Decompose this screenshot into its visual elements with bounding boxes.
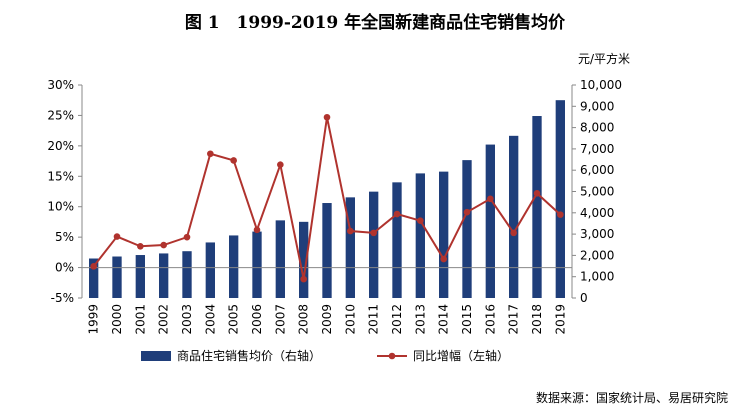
growth-point-2009 [323, 113, 331, 121]
growth-point-2012 [393, 210, 401, 218]
growth-point-2008 [300, 275, 307, 283]
bar-2004 [205, 242, 215, 298]
right-tick-label: 0 [580, 291, 588, 305]
bar-2007 [275, 220, 285, 298]
legend-line-marker [388, 352, 396, 360]
bar-2012 [392, 182, 402, 298]
growth-point-2011 [370, 229, 377, 237]
x-tick-label: 2010 [343, 304, 357, 335]
x-tick-label: 1999 [87, 304, 101, 335]
left-tick-label: 0% [55, 261, 74, 275]
x-tick-label: 2012 [390, 304, 404, 335]
bar-2014 [439, 171, 449, 298]
bar-2018 [532, 116, 542, 298]
growth-point-2007 [277, 161, 284, 169]
x-tick-label: 2009 [320, 304, 334, 335]
x-tick-label: 2007 [273, 304, 287, 335]
growth-point-2017 [510, 229, 517, 237]
x-tick-label: 2016 [483, 304, 497, 335]
bar-2000 [112, 256, 122, 298]
bar-2010 [345, 197, 355, 298]
bar-2005 [229, 235, 239, 298]
growth-point-2015 [463, 208, 471, 216]
x-tick-label: 2015 [460, 304, 474, 335]
right-tick-label: 8,000 [580, 121, 614, 135]
x-tick-label: 2019 [553, 304, 567, 335]
left-tick-label: 5% [55, 230, 74, 244]
growth-point-2001 [137, 242, 144, 250]
growth-point-2002 [160, 241, 167, 249]
bar-2001 [135, 255, 145, 298]
right-tick-label: 5,000 [580, 185, 614, 199]
growth-point-2014 [440, 255, 447, 263]
right-tick-label: 7,000 [580, 142, 614, 156]
x-tick-label: 2005 [227, 304, 241, 335]
x-tick-label: 2006 [250, 304, 264, 335]
legend-bar-swatch [141, 351, 171, 361]
growth-point-2005 [230, 157, 237, 164]
x-tick-label: 2013 [413, 304, 427, 335]
growth-point-2010 [347, 227, 354, 235]
x-tick-label: 2008 [297, 304, 311, 335]
bar-2009 [322, 203, 332, 298]
data-source-note: 数据来源：国家统计局、易居研究院 [535, 391, 728, 405]
growth-point-2003 [183, 233, 191, 241]
bar-2013 [415, 173, 425, 298]
bar-2003 [182, 251, 192, 298]
x-tick-label: 2017 [507, 304, 521, 335]
right-tick-label: 1,000 [580, 270, 614, 284]
growth-point-2016 [487, 195, 494, 203]
growth-point-2018 [533, 190, 541, 197]
x-tick-label: 2011 [367, 304, 381, 335]
right-tick-label: 6,000 [580, 163, 614, 177]
right-tick-label: 3,000 [580, 227, 614, 241]
growth-point-2004 [207, 150, 214, 158]
left-tick-label: 30% [47, 78, 74, 92]
bar-2015 [462, 160, 472, 298]
growth-point-2019 [557, 211, 564, 218]
bar-2002 [159, 253, 169, 298]
left-tick-label: 25% [47, 108, 74, 122]
left-tick-label: 20% [47, 139, 74, 153]
x-tick-label: 2001 [133, 304, 147, 335]
x-tick-label: 2000 [110, 304, 124, 335]
bar-1999 [89, 258, 99, 298]
bar-2019 [555, 100, 565, 299]
right-tick-label: 2,000 [580, 248, 614, 262]
left-tick-label: 10% [47, 200, 74, 214]
growth-point-2006 [253, 226, 261, 234]
right-tick-label: 10,000 [580, 78, 622, 92]
right-tick-label: 4,000 [580, 206, 614, 220]
x-tick-label: 2004 [203, 304, 217, 335]
bar-2008 [299, 221, 309, 298]
left-tick-label: 15% [47, 169, 74, 183]
chart-title: 图 1 1999-2019 年全国新建商品住宅销售均价 [184, 13, 566, 33]
left-tick-label: -5% [51, 291, 74, 305]
right-tick-label: 9,000 [580, 99, 614, 113]
x-tick-label: 2003 [180, 304, 194, 335]
growth-point-2013 [417, 217, 424, 225]
growth-point-2000 [113, 233, 121, 240]
bar-2006 [252, 231, 262, 298]
x-tick-label: 2018 [530, 304, 544, 335]
x-tick-label: 2014 [437, 304, 451, 335]
bar-2017 [509, 135, 519, 298]
growth-point-1999 [90, 263, 97, 270]
bar-2016 [485, 144, 495, 298]
x-tick-label: 2002 [157, 304, 171, 335]
right-axis-unit-label: 元/平方米 [578, 52, 631, 66]
legend-bar-label: 商品住宅销售均价（右轴） [177, 348, 321, 363]
bar-2011 [369, 191, 379, 298]
legend-line-label: 同比增幅（左轴） [413, 348, 509, 363]
